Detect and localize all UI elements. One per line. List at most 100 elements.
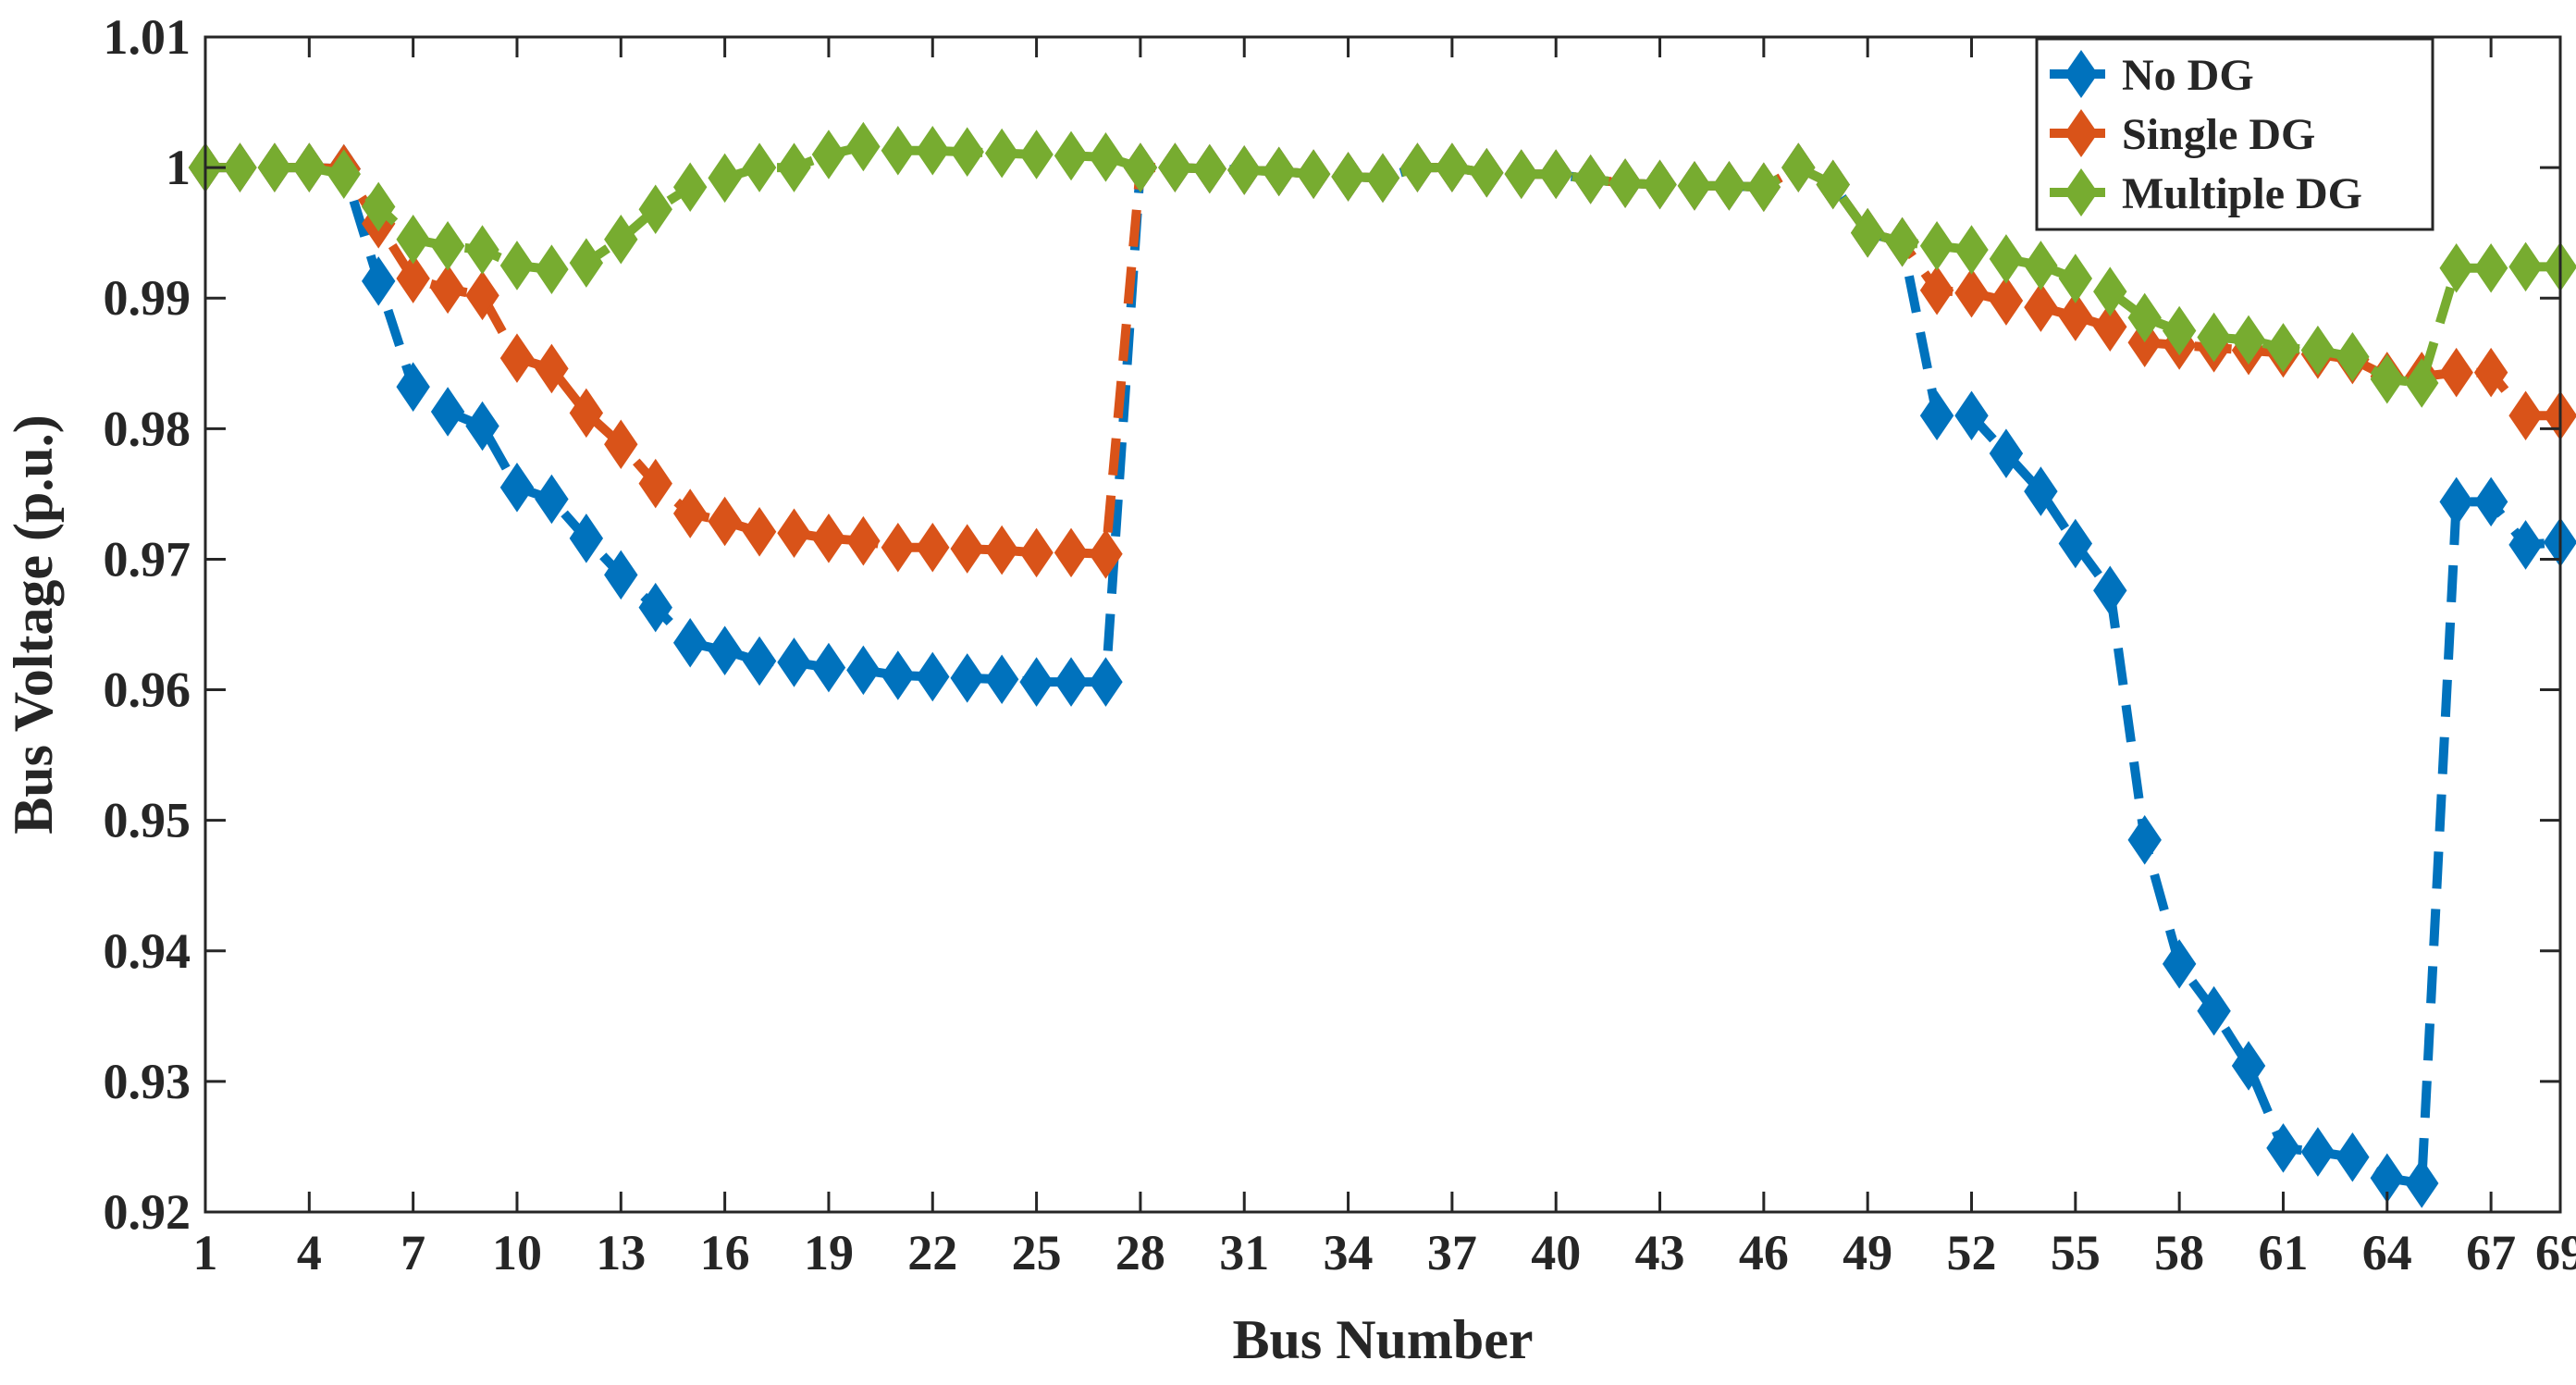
legend-label: No DG bbox=[2122, 51, 2254, 100]
legend-label: Multiple DG bbox=[2122, 169, 2362, 218]
x-tick-label: 1 bbox=[193, 1225, 218, 1280]
data-point bbox=[432, 223, 463, 269]
data-point bbox=[224, 144, 255, 191]
y-tick-label: 1 bbox=[166, 140, 191, 195]
data-point bbox=[1021, 659, 1053, 705]
x-tick-label: 46 bbox=[1739, 1225, 1789, 1280]
data-point bbox=[1125, 144, 1156, 191]
data-point bbox=[952, 655, 983, 701]
x-tick-label: 67 bbox=[2466, 1225, 2516, 1280]
data-point bbox=[2267, 325, 2299, 371]
data-point bbox=[2406, 1160, 2437, 1206]
data-point bbox=[1575, 156, 1607, 203]
y-tick-label: 0.99 bbox=[104, 270, 191, 326]
data-point bbox=[1055, 132, 1087, 179]
data-point bbox=[952, 129, 983, 175]
data-point bbox=[1991, 278, 2022, 324]
data-point bbox=[2302, 1129, 2334, 1175]
data-point bbox=[744, 638, 775, 685]
legend-label: Single DG bbox=[2122, 110, 2315, 159]
data-point bbox=[1298, 151, 1329, 197]
x-tick-label: 37 bbox=[1427, 1225, 1477, 1280]
data-point bbox=[813, 515, 844, 562]
data-point bbox=[1921, 223, 1953, 269]
data-point bbox=[847, 124, 879, 170]
data-point bbox=[1921, 392, 1953, 439]
data-point bbox=[986, 656, 1017, 702]
data-point bbox=[2510, 392, 2542, 439]
x-tick-label: 69 bbox=[2535, 1225, 2576, 1280]
x-tick-label: 16 bbox=[700, 1225, 750, 1280]
data-point bbox=[1436, 144, 1468, 191]
data-point bbox=[1991, 236, 2022, 282]
data-point bbox=[882, 525, 914, 571]
x-tick-label: 22 bbox=[907, 1225, 957, 1280]
data-point bbox=[501, 242, 533, 289]
data-point bbox=[1609, 160, 1641, 206]
data-point bbox=[1645, 161, 1676, 207]
data-point bbox=[1506, 151, 1537, 197]
data-point bbox=[2025, 284, 2056, 330]
x-tick-label: 52 bbox=[1947, 1225, 1997, 1280]
data-point bbox=[259, 144, 290, 191]
data-point bbox=[2060, 255, 2091, 302]
data-point bbox=[1956, 227, 1988, 273]
y-tick-label: 0.92 bbox=[104, 1184, 191, 1240]
x-tick-label: 25 bbox=[1012, 1225, 1062, 1280]
x-tick-label: 43 bbox=[1635, 1225, 1685, 1280]
data-point bbox=[779, 144, 810, 191]
data-point bbox=[779, 639, 810, 686]
data-point bbox=[744, 144, 775, 191]
series-line bbox=[205, 167, 2560, 1183]
data-point bbox=[1540, 151, 1571, 197]
data-point bbox=[2025, 242, 2056, 289]
data-point bbox=[986, 130, 1017, 177]
data-point bbox=[813, 131, 844, 178]
data-point bbox=[2510, 522, 2542, 568]
y-tick-label: 1.01 bbox=[104, 9, 191, 65]
legend-item: No DG bbox=[2050, 50, 2254, 100]
data-point bbox=[398, 364, 429, 410]
x-tick-label: 58 bbox=[2154, 1225, 2204, 1280]
data-point bbox=[605, 216, 636, 263]
data-point bbox=[1228, 147, 1260, 193]
data-point bbox=[744, 509, 775, 555]
data-point bbox=[1748, 164, 1780, 210]
data-point bbox=[1367, 155, 1399, 201]
data-point bbox=[501, 335, 533, 381]
data-point bbox=[293, 144, 325, 191]
data-point bbox=[2129, 294, 2161, 340]
y-tick-label: 0.94 bbox=[104, 923, 191, 979]
data-point bbox=[2372, 356, 2403, 402]
data-point bbox=[2441, 350, 2472, 396]
data-point bbox=[1713, 163, 1744, 209]
data-point bbox=[2441, 478, 2472, 525]
data-point bbox=[1055, 529, 1087, 575]
data-point bbox=[882, 128, 914, 174]
series-layer bbox=[190, 124, 2576, 1206]
x-tick-label: 49 bbox=[1843, 1225, 1892, 1280]
data-point bbox=[952, 526, 983, 572]
x-tick-label: 34 bbox=[1324, 1225, 1374, 1280]
y-tick-label: 0.96 bbox=[104, 662, 191, 718]
data-point bbox=[1333, 154, 1364, 200]
data-point bbox=[1090, 134, 1121, 180]
data-point bbox=[1471, 150, 1502, 196]
data-point bbox=[847, 647, 879, 693]
data-point bbox=[847, 518, 879, 564]
data-point bbox=[1263, 148, 1295, 194]
data-point bbox=[1055, 659, 1087, 705]
data-point bbox=[2267, 1125, 2299, 1171]
y-tick-label: 0.95 bbox=[104, 793, 191, 848]
x-tick-label: 28 bbox=[1115, 1225, 1165, 1280]
data-point bbox=[1887, 219, 1918, 266]
x-tick-label: 10 bbox=[492, 1225, 542, 1280]
x-tick-label: 19 bbox=[804, 1225, 854, 1280]
data-point bbox=[2302, 328, 2334, 374]
data-point bbox=[1021, 529, 1053, 575]
data-point bbox=[363, 258, 394, 304]
data-point bbox=[813, 645, 844, 691]
y-axis-title: Bus Voltage (p.u.) bbox=[3, 414, 64, 834]
